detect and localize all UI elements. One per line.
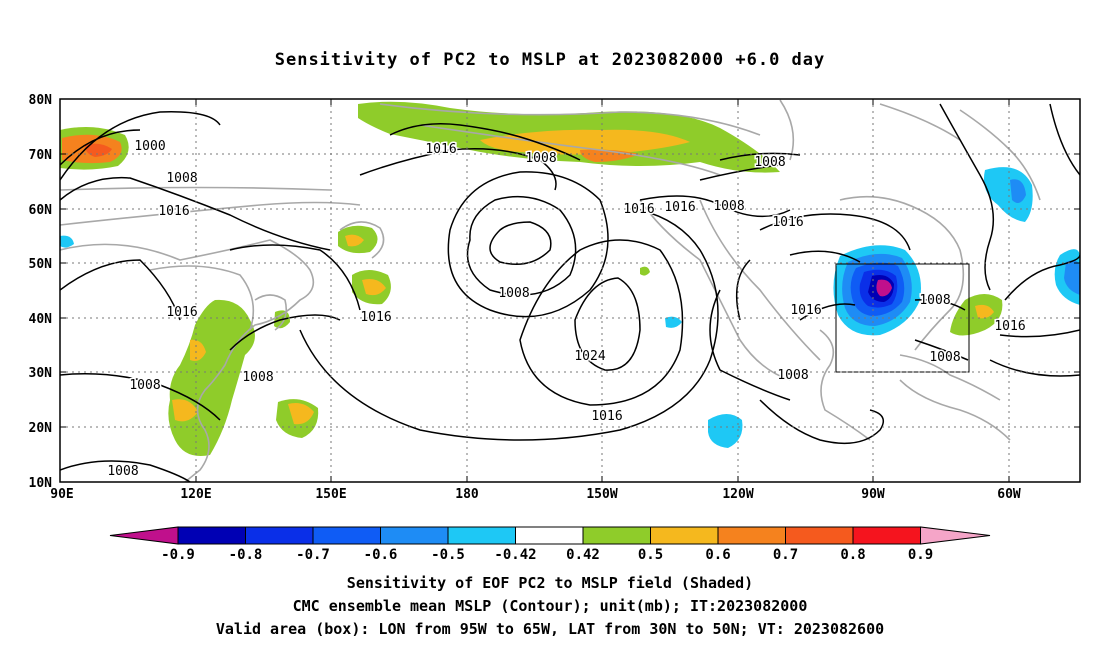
contour-label: 1008 bbox=[242, 370, 273, 385]
colorbar-bin bbox=[852, 526, 921, 545]
lat-label: 30N bbox=[29, 366, 53, 381]
positive-region bbox=[362, 279, 386, 296]
contour-label: 1016 bbox=[664, 200, 695, 215]
positive-region bbox=[345, 234, 364, 247]
contour-label: 1008 bbox=[929, 350, 960, 365]
colorbar-bin bbox=[582, 526, 651, 545]
lon-label: 120E bbox=[180, 487, 211, 502]
contour-label: 1016 bbox=[158, 204, 189, 219]
colorbar-bin bbox=[380, 526, 449, 545]
colorbar-label: 0.42 bbox=[566, 547, 600, 563]
lon-label: 150W bbox=[586, 487, 617, 502]
contour-label: 1000 bbox=[134, 139, 165, 154]
contour-label: 1016 bbox=[591, 409, 622, 424]
colorbar-label: -0.8 bbox=[229, 547, 263, 563]
colorbar-label: 0.6 bbox=[705, 547, 730, 563]
grid-lines bbox=[60, 99, 1080, 482]
tick-marks bbox=[60, 99, 1080, 482]
lat-label: 70N bbox=[29, 148, 53, 163]
colorbar: -0.9 -0.8 -0.7 -0.6 -0.5 -0.42 0.42 0.5 0.6 0.7 0.… bbox=[109, 526, 991, 563]
map-title: Sensitivity of PC2 to MSLP at 2023082000… bbox=[274, 50, 826, 70]
colorbar-bin bbox=[650, 526, 719, 545]
colorbar-label: 0.5 bbox=[638, 547, 663, 563]
colorbar-bin bbox=[245, 526, 314, 545]
lat-label: 20N bbox=[29, 421, 53, 436]
lon-axis: 90E 120E 150E 180 150W 120W 90W 60W bbox=[50, 487, 1021, 502]
colorbar-high-tip bbox=[920, 526, 991, 545]
negative-region bbox=[1010, 179, 1026, 204]
lon-label: 60W bbox=[997, 487, 1021, 502]
negative-region bbox=[876, 279, 892, 297]
lat-label: 10N bbox=[29, 476, 53, 491]
colorbar-bin bbox=[717, 526, 786, 545]
lat-label: 60N bbox=[29, 203, 53, 218]
contour-label: 1024 bbox=[574, 349, 605, 364]
contour-label: 1008 bbox=[754, 155, 785, 170]
contour-label: 1016 bbox=[360, 310, 391, 325]
colorbar-low-tip bbox=[109, 526, 179, 545]
negative-region bbox=[665, 316, 682, 328]
negative-region bbox=[1064, 260, 1080, 295]
caption-valid-area: Valid area (box): LON from 95W to 65W, L… bbox=[215, 620, 885, 638]
colorbar-label: -0.9 bbox=[161, 547, 195, 563]
contour-label: 1008 bbox=[919, 293, 950, 308]
colorbar-bin bbox=[447, 526, 516, 545]
contour-label: 1016 bbox=[623, 202, 654, 217]
colorbar-bin bbox=[785, 526, 854, 545]
colorbar-label: -0.5 bbox=[431, 547, 465, 563]
contour-label: 1008 bbox=[129, 378, 160, 393]
colorbar-bin bbox=[312, 526, 381, 545]
positive-region bbox=[950, 294, 1003, 336]
lon-label: 120W bbox=[722, 487, 753, 502]
contour-label: 1016 bbox=[790, 303, 821, 318]
lon-label: 150E bbox=[315, 487, 346, 502]
positive-region bbox=[172, 399, 198, 422]
contour-label: 1016 bbox=[425, 142, 456, 157]
colorbar-bin bbox=[515, 526, 584, 545]
lon-label: 90W bbox=[861, 487, 885, 502]
contour-label: 1008 bbox=[498, 286, 529, 301]
caption-shading: Sensitivity of EOF PC2 to MSLP field (Sh… bbox=[346, 574, 754, 592]
colorbar-bin bbox=[177, 526, 246, 545]
lat-label: 50N bbox=[29, 257, 53, 272]
positive-region bbox=[288, 403, 314, 425]
contour-label: 1008 bbox=[107, 464, 138, 479]
contour-label: 1008 bbox=[525, 151, 556, 166]
lat-label: 40N bbox=[29, 312, 53, 327]
colorbar-label: 0.8 bbox=[840, 547, 865, 563]
negative-region bbox=[983, 167, 1033, 222]
colorbar-label: -0.7 bbox=[296, 547, 330, 563]
negative-region bbox=[60, 235, 74, 248]
colorbar-label: -0.6 bbox=[364, 547, 398, 563]
positive-region bbox=[640, 266, 650, 276]
caption-contour: CMC ensemble mean MSLP (Contour); unit(m… bbox=[292, 597, 808, 615]
sensitivity-shading bbox=[60, 101, 1080, 456]
negative-region bbox=[708, 414, 743, 448]
lat-axis: 80N 70N 60N 50N 40N 30N 20N 10N bbox=[29, 93, 53, 491]
contour-label-group: 1000 1008 1016 1016 1008 1016 1008 1016 … bbox=[106, 138, 1027, 481]
contour-label: 1016 bbox=[166, 305, 197, 320]
contour-label: 1016 bbox=[772, 215, 803, 230]
contour-label: 1008 bbox=[713, 199, 744, 214]
mslp-contours bbox=[60, 103, 1080, 482]
contour-label: 1008 bbox=[777, 368, 808, 383]
lon-label: 90E bbox=[50, 487, 73, 502]
colorbar-label: 0.7 bbox=[773, 547, 798, 563]
plot-frame bbox=[59, 98, 1081, 483]
positive-region bbox=[190, 339, 206, 361]
contour-label: 1016 bbox=[994, 319, 1025, 334]
positive-region bbox=[975, 304, 994, 319]
colorbar-label: -0.42 bbox=[494, 547, 536, 563]
colorbar-label: 0.9 bbox=[908, 547, 933, 563]
lon-label: 180 bbox=[455, 487, 479, 502]
positive-region bbox=[480, 129, 690, 155]
contour-label: 1008 bbox=[166, 171, 197, 186]
lat-label: 80N bbox=[29, 93, 53, 108]
